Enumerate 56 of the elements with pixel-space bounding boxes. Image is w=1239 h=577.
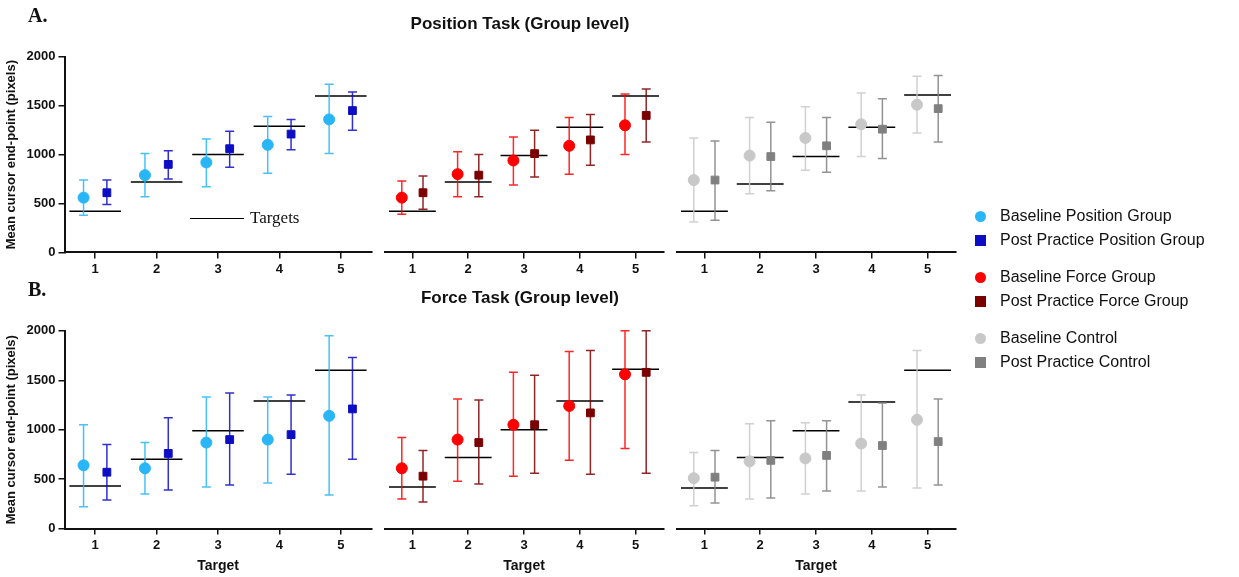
x-tick-label: 1	[408, 536, 417, 552]
y-tick-label: 1000	[26, 146, 56, 162]
x-tick-label: 4	[868, 260, 877, 276]
x-tick-label: 1	[700, 260, 709, 276]
x-tick-label: 5	[337, 536, 345, 552]
x-tick-label: 2	[756, 260, 764, 276]
x-tick-label: 2	[464, 260, 472, 276]
x-tick-label: 5	[923, 536, 932, 552]
x-axis-title: Target	[795, 557, 838, 574]
y-tick-label: 1500	[26, 371, 56, 387]
x-tick-label: 2	[153, 536, 161, 552]
x-tick-label: 4	[868, 536, 877, 552]
legend-label: Post Practice Force Group	[1000, 292, 1189, 310]
annotation: Targets	[250, 208, 300, 228]
chart-title: Force Task (Group level)	[419, 288, 621, 308]
legend-label: Post Practice Control	[1000, 353, 1151, 371]
y-tick-label: 500	[33, 195, 56, 211]
y-axis-title: Mean cursor end-point (pixels)	[3, 335, 19, 525]
text: B.	[28, 278, 47, 301]
legend-label: Baseline Force Group	[1000, 268, 1156, 286]
legend-label: Post Practice Position Group	[1000, 231, 1205, 249]
x-tick-label: 2	[464, 536, 472, 552]
x-tick-label: 2	[756, 536, 764, 552]
text: A.	[28, 4, 48, 27]
x-tick-label: 4	[576, 260, 585, 276]
y-tick-label: 0	[48, 243, 56, 259]
x-tick-label: 5	[631, 536, 640, 552]
y-tick-label: 1000	[26, 421, 56, 437]
x-tick-label: 1	[91, 260, 99, 276]
x-axis-title: Target	[197, 557, 240, 574]
x-tick-label: 3	[520, 260, 528, 276]
x-tick-label: 3	[520, 536, 528, 552]
y-tick-label: 500	[33, 470, 56, 486]
x-tick-label: 1	[408, 260, 417, 276]
y-tick-label: 0	[48, 520, 56, 536]
x-tick-label: 3	[812, 260, 820, 276]
x-tick-label: 3	[214, 260, 222, 276]
chart-title: Position Task (Group level)	[409, 14, 631, 34]
y-tick-label: 2000	[26, 48, 56, 64]
x-tick-label: 2	[153, 260, 161, 276]
y-tick-label: 1500	[26, 97, 56, 113]
x-tick-label: 4	[275, 536, 284, 552]
x-tick-label: 1	[700, 536, 709, 552]
x-tick-label: 1	[91, 536, 99, 552]
x-axis-title: Target	[503, 557, 546, 574]
x-tick-label: 5	[923, 260, 932, 276]
x-tick-label: 5	[337, 260, 345, 276]
legend-label: Baseline Control	[1000, 329, 1118, 347]
x-tick-label: 5	[631, 260, 640, 276]
legend-label: Baseline Position Group	[1000, 207, 1172, 225]
x-tick-label: 4	[576, 536, 585, 552]
x-tick-label: 4	[275, 260, 284, 276]
y-axis-title: Mean cursor end-point (pixels)	[3, 59, 19, 250]
y-tick-label: 2000	[26, 322, 56, 338]
x-tick-label: 3	[214, 536, 222, 552]
x-tick-label: 3	[812, 536, 820, 552]
